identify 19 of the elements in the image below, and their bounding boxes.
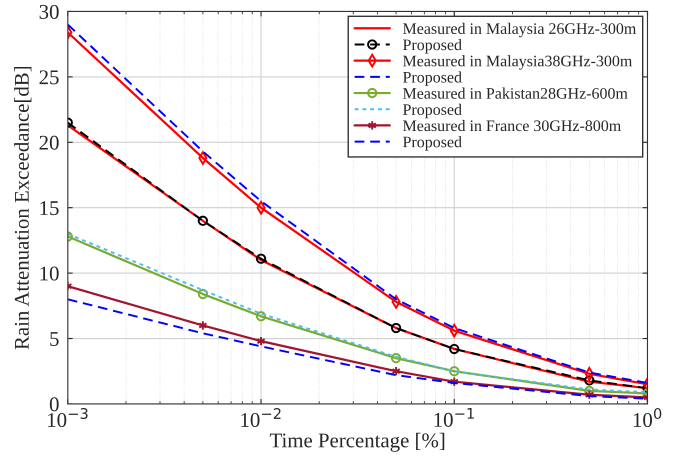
y-tick-label: 20 <box>40 136 59 150</box>
legend-label: Measured in Malaysia38GHz-300m <box>403 55 632 70</box>
x-tick-label: 10$^{0}$ <box>634 408 662 428</box>
y-axis-title: Rain Attenuation Exceedance[dB] <box>14 66 32 350</box>
legend-label: Proposed <box>403 38 462 54</box>
x-axis-title: Time Percentage [%] <box>270 432 444 452</box>
x-tick-label: 10$^{−2}$ <box>241 408 281 428</box>
legend-label: Proposed <box>403 71 462 86</box>
y-tick-label: 15 <box>40 201 59 216</box>
y-tick-label: 25 <box>40 70 59 84</box>
legend-label: Measured in Pakistan28GHz-600m <box>403 88 628 99</box>
legend-label: Measured in France 30GHz-800m <box>403 120 621 132</box>
y-tick-label: 10 <box>40 266 59 281</box>
y-tick-label: 30 <box>40 4 59 19</box>
y-tick-label: 5 <box>50 332 59 346</box>
x-tick-label: 10$^{−1}$ <box>434 408 474 427</box>
legend-label: Proposed <box>403 136 462 151</box>
legend-label: Proposed <box>403 104 462 118</box>
legend-label: Measured in Malaysia 26GHz-300m <box>403 22 636 38</box>
